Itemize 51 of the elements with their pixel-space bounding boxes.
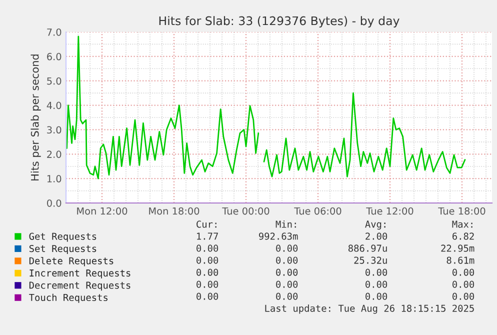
text: 0.00 — [196, 280, 218, 288]
text: 22.95m — [441, 244, 474, 252]
x-tick-label: Mon 18:00 — [149, 207, 200, 215]
legend-label: Touch Requests — [29, 294, 108, 303]
y-tick-label: 7.0 — [47, 28, 62, 36]
y-tick-label: 0.0 — [47, 199, 62, 207]
legend-label: Decrement Requests — [29, 282, 130, 291]
text: 0.00 — [196, 292, 218, 300]
text: 992.63m — [258, 232, 298, 240]
text: 2.00 — [366, 232, 388, 240]
legend-label: Delete Requests — [29, 256, 114, 266]
text: 0.00 — [196, 244, 218, 252]
text: 0.00 — [366, 280, 388, 288]
text: 1.77 — [197, 232, 218, 240]
text: 0.00 — [452, 292, 474, 300]
text: 0.00 — [276, 268, 298, 276]
y-tick-label: 1.0 — [47, 175, 62, 182]
text: 6.82 — [452, 232, 474, 240]
chart-title: Hits for Slab: 33 (129376 Bytes) - by day — [159, 16, 400, 28]
text: Max: — [452, 220, 472, 228]
text: Min: — [276, 220, 296, 228]
x-tick-label: Tue 12:00 — [366, 207, 414, 215]
text: 886.97u — [348, 244, 387, 252]
text: 0.00 — [196, 268, 218, 276]
legend-label: Set Requests — [29, 244, 96, 254]
text: Avg: — [365, 220, 386, 230]
y-tick-label: 3.0 — [47, 126, 62, 134]
text: 8.61m — [446, 256, 474, 264]
y-axis-title: Hits per Slab per second — [30, 54, 41, 180]
text: 0.00 — [452, 268, 474, 276]
text: Last update: Tue Aug 26 18:15:15 2025 — [265, 304, 474, 314]
text: 25.32u — [354, 256, 387, 264]
x-tick-label: Mon 12:00 — [77, 207, 128, 215]
legend-label: Get Requests — [29, 232, 96, 242]
text: 0.00 — [276, 244, 298, 252]
text: 0.00 — [276, 280, 298, 288]
text: 0.00 — [452, 280, 474, 288]
x-tick-label: Tue 06:00 — [294, 207, 342, 215]
text: Cur: — [196, 220, 216, 228]
text: 0.00 — [276, 256, 298, 264]
y-tick-label: 4.0 — [46, 102, 62, 110]
x-tick-label: Tue 18:00 — [438, 207, 486, 215]
text: 0.00 — [276, 292, 298, 300]
text: 0.00 — [366, 292, 388, 300]
y-tick-label: 5.0 — [47, 77, 62, 85]
y-tick-label: 2.0 — [47, 150, 62, 158]
text: 0.00 — [366, 268, 388, 276]
y-tick-label: 6.0 — [47, 52, 62, 60]
text: 0.00 — [196, 256, 218, 264]
legend-label: Increment Requests — [30, 270, 130, 278]
x-tick-label: Tue 00:00 — [222, 207, 270, 215]
